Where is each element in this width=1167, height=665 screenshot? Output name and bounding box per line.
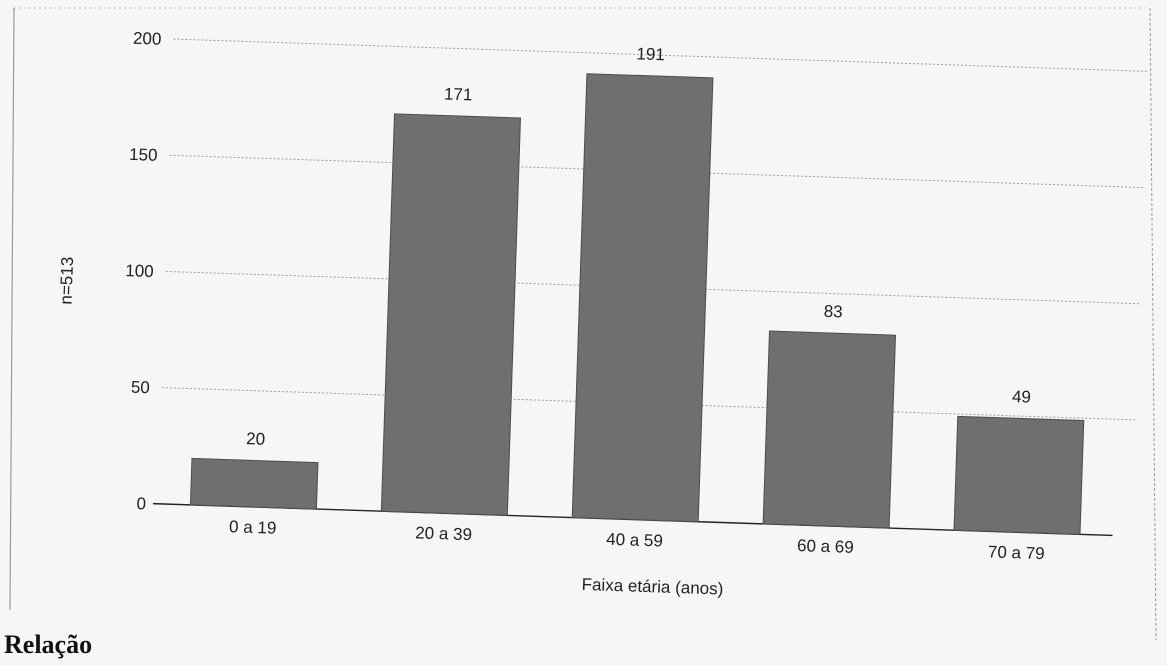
data-labels: 20 171 191 83 49 — [246, 44, 1032, 449]
bars — [189, 73, 1085, 535]
x-axis: 0 a 19 20 a 39 40 a 59 60 a 69 70 a 79 — [229, 517, 1045, 563]
y-tick-label: 50 — [131, 378, 151, 398]
x-axis-title: Faixa etária (anos) — [581, 575, 723, 599]
plot-area: 0 50 100 150 200 20 171 191 83 49 0 a 19 20 a 39 4… — [57, 29, 1148, 599]
bar-value-label: 83 — [823, 302, 843, 322]
bar-value-label: 49 — [1012, 387, 1032, 407]
figure-caption: Relação — [4, 630, 93, 659]
gridline — [169, 154, 1145, 189]
bar — [953, 415, 1085, 535]
bar — [189, 457, 319, 510]
y-axis: 0 50 100 150 200 — [125, 29, 162, 514]
bar-value-label: 171 — [444, 84, 473, 104]
y-axis-title: n=513 — [57, 256, 78, 304]
bar — [380, 113, 522, 516]
y-tick-label: 0 — [136, 494, 146, 513]
bar-value-label: 191 — [636, 44, 665, 64]
y-tick-label: 200 — [133, 29, 162, 49]
y-tick-label: 100 — [125, 261, 154, 281]
bar — [762, 330, 897, 529]
x-tick-label: 60 a 69 — [797, 536, 854, 557]
bar-value-label: 20 — [246, 429, 266, 449]
gridline — [161, 387, 1137, 421]
x-tick-label: 20 a 39 — [415, 523, 472, 544]
y-tick-label: 150 — [129, 145, 158, 165]
bar — [571, 73, 714, 523]
x-tick-label: 0 a 19 — [229, 517, 277, 538]
x-tick-label: 40 a 59 — [606, 530, 663, 551]
x-tick-label: 70 a 79 — [988, 542, 1045, 563]
scan-frame — [9, 7, 1157, 641]
gridline — [173, 38, 1148, 72]
gridline — [165, 270, 1141, 305]
